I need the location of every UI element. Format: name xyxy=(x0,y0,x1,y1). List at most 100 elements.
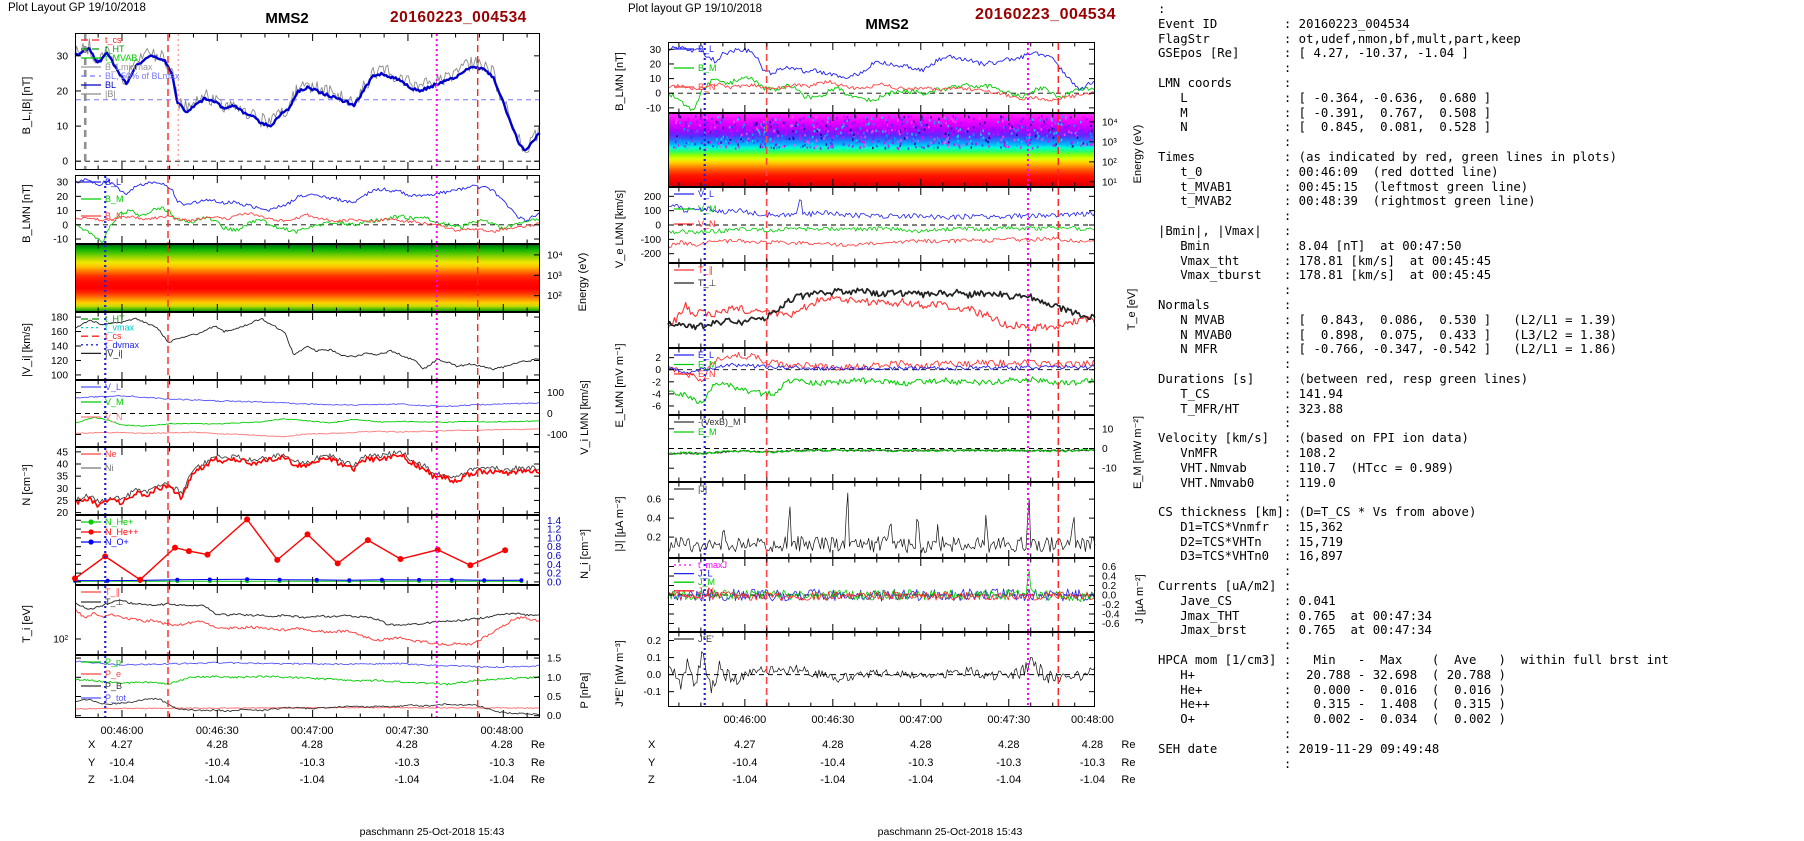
speckle-dot xyxy=(869,143,871,146)
x-tick-label: 00:46:30 xyxy=(196,725,239,737)
speckle-dot xyxy=(735,140,738,143)
speckle-dot xyxy=(946,141,949,144)
speckle-dot xyxy=(863,141,866,144)
y-axis-label: E_LMN [mV m⁻¹] xyxy=(614,343,626,427)
pos-value: -10.3 xyxy=(489,757,514,769)
pos-value: -1.04 xyxy=(908,774,933,786)
speckle-dot xyxy=(743,123,745,126)
speckle-dot xyxy=(856,140,858,144)
speckle-dot xyxy=(784,133,787,136)
y-tick-label: 20 xyxy=(57,508,69,519)
y-tick-label-right: 0.6 xyxy=(1102,562,1116,573)
speckle-dot xyxy=(764,145,767,149)
speckle-dot xyxy=(774,130,776,134)
speckle-dot xyxy=(709,130,711,134)
speckle-dot xyxy=(807,138,810,141)
pos-unit: Re xyxy=(1121,774,1135,786)
speckle-dot xyxy=(721,119,723,122)
speckle-dot xyxy=(701,118,704,121)
legend-label: t_HT xyxy=(105,44,125,54)
speckle-dot xyxy=(1089,143,1092,147)
speckle-dot xyxy=(849,125,852,128)
speckle-dot xyxy=(859,140,861,143)
left-panel-p4: 100 120 140 160 180 |V_i| [km/s] t_HTt_vmaxt_c… xyxy=(21,312,540,381)
speckle-dot xyxy=(1029,133,1031,136)
speckle-dot xyxy=(948,141,950,144)
speckle-dot xyxy=(1057,145,1059,148)
y-tick-label: 0.4 xyxy=(647,514,661,525)
speckle-dot xyxy=(1009,130,1011,133)
speckle-dot xyxy=(953,141,956,144)
speckle-dot xyxy=(1025,136,1028,140)
series-line-V_L xyxy=(74,395,541,408)
speckle-dot xyxy=(975,146,978,149)
speckle-dot xyxy=(675,121,677,125)
speckle-dot xyxy=(947,143,949,146)
speckle-dot xyxy=(997,120,999,123)
speckle-dot xyxy=(1013,127,1015,131)
pos-unit: Re xyxy=(1121,739,1135,751)
speckle-dot xyxy=(1070,131,1073,135)
speckle-dot xyxy=(785,131,788,135)
y-tick-label-right: 0.0 xyxy=(547,711,561,722)
series-line-|B| xyxy=(74,38,541,153)
speckle-dot xyxy=(1048,129,1050,132)
speckle-dot xyxy=(854,121,857,124)
legend-label: B_Lminmax xyxy=(105,62,153,72)
legend-label: t_cs xyxy=(105,331,122,341)
speckle-dot xyxy=(716,138,718,141)
speckle-dot xyxy=(820,137,823,140)
speckle-dot xyxy=(1054,144,1056,147)
pos-value: -10.3 xyxy=(394,757,419,769)
speckle-dot xyxy=(671,123,673,126)
speckle-dot xyxy=(846,119,848,122)
pos-value: -1.04 xyxy=(1080,774,1105,786)
speckle-dot xyxy=(797,123,799,127)
speckle-dot xyxy=(1051,119,1053,122)
speckle-dot xyxy=(1000,135,1003,138)
speckle-dot xyxy=(1079,129,1081,132)
x-tick-label: 00:47:00 xyxy=(899,714,942,726)
speckle-dot xyxy=(815,116,817,119)
speckle-dot xyxy=(917,139,919,143)
speckle-dot xyxy=(1067,124,1070,128)
legend-label: V_N xyxy=(698,219,716,229)
speckle-dot xyxy=(784,121,787,125)
speckle-dot xyxy=(921,146,923,149)
speckle-dot xyxy=(800,118,802,121)
speckle-dot xyxy=(1068,130,1070,133)
speckle-dot xyxy=(917,125,919,128)
speckle-dot xyxy=(877,140,880,143)
speckle-dot xyxy=(763,117,765,121)
speckle-dot xyxy=(993,128,996,131)
speckle-dot xyxy=(812,132,815,135)
y-tick-label: 30 xyxy=(57,484,69,495)
series-point-N_O+ xyxy=(482,578,487,583)
panel-border xyxy=(75,312,540,380)
speckle-dot xyxy=(865,116,868,120)
pos-row-label: X xyxy=(648,739,656,751)
speckle-dot xyxy=(813,119,815,122)
speckle-dot xyxy=(1086,143,1088,146)
legend-label: Ni xyxy=(105,463,114,473)
y-tick-label-right: 100 xyxy=(547,388,564,399)
speckle-dot xyxy=(858,122,860,125)
speckle-dot xyxy=(978,117,981,120)
legend-label: B_M xyxy=(698,63,717,73)
speckle-dot xyxy=(734,124,736,127)
speckle-dot xyxy=(951,133,954,137)
speckle-dot xyxy=(826,120,829,124)
y-tick-label: 120 xyxy=(51,356,68,367)
speckle-dot xyxy=(1013,138,1016,142)
speckle-dot xyxy=(954,120,957,124)
speckle-dot xyxy=(948,130,951,133)
series-line-B_M xyxy=(667,76,1096,111)
speckle-dot xyxy=(679,115,682,119)
left-panel-p9: 0.0 0.5 1.0 1.5 P [nPa] P_p P_e P_B P_tot xyxy=(74,654,591,722)
series-line-E_L xyxy=(667,362,1096,375)
speckle-dot xyxy=(1029,141,1031,145)
plot-layout-note-left: Plot Layout GP 19/10/2018 xyxy=(8,2,146,14)
pos-value: 4.28 xyxy=(822,739,843,751)
speckle-dot xyxy=(674,140,677,144)
speckle-dot xyxy=(892,115,895,119)
